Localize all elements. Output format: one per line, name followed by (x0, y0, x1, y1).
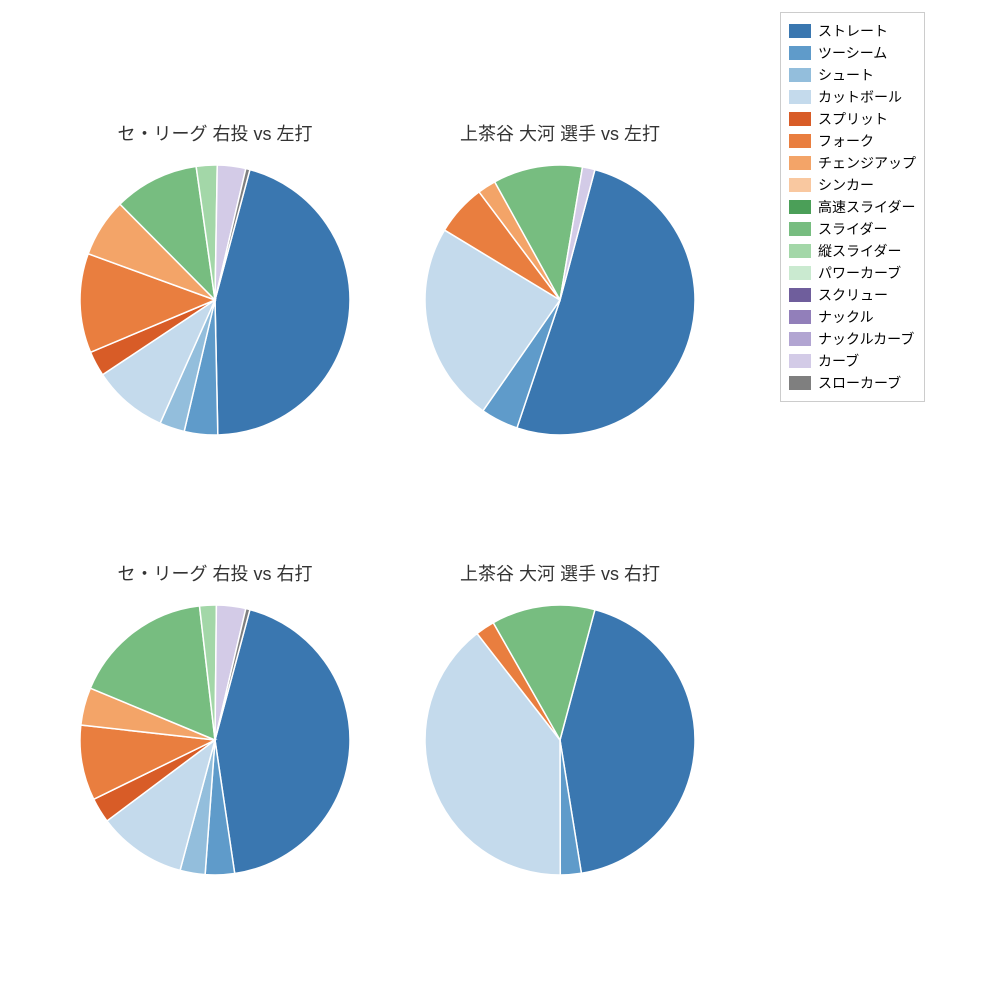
legend-item: カーブ (789, 351, 916, 371)
legend-item: スライダー (789, 219, 916, 239)
chart-container: 45.59.011.97.010.2セ・リーグ 右投 vs 左打51.024.0… (0, 0, 1000, 1000)
legend-swatch (789, 200, 811, 214)
legend-item: ナックルカーブ (789, 329, 916, 349)
pie-title: セ・リーグ 右投 vs 右打 (117, 560, 312, 586)
pie-title: 上茶谷 大河 選手 vs 右打 (460, 560, 660, 586)
legend-item: フォーク (789, 131, 916, 151)
pie-chart (425, 165, 695, 435)
legend: ストレートツーシームシュートカットボールスプリットフォークチェンジアップシンカー… (780, 12, 925, 402)
legend-label: スプリット (818, 109, 888, 129)
legend-item: シンカー (789, 175, 916, 195)
legend-label: 縦スライダー (818, 241, 901, 261)
legend-item: ナックル (789, 307, 916, 327)
legend-swatch (789, 376, 811, 390)
pie-chart (80, 605, 350, 875)
legend-item: シュート (789, 65, 916, 85)
legend-label: ナックル (818, 307, 874, 327)
pie-title: 上茶谷 大河 選手 vs 左打 (460, 120, 660, 146)
legend-item: ツーシーム (789, 43, 916, 63)
legend-item: スクリュー (789, 285, 916, 305)
legend-item: パワーカーブ (789, 263, 916, 283)
legend-item: ストレート (789, 21, 916, 41)
legend-swatch (789, 222, 811, 236)
legend-label: フォーク (818, 131, 874, 151)
legend-swatch (789, 156, 811, 170)
legend-label: カットボール (818, 87, 902, 107)
legend-label: 高速スライダー (818, 197, 915, 217)
legend-label: パワーカーブ (818, 263, 901, 283)
legend-swatch (789, 134, 811, 148)
legend-swatch (789, 90, 811, 104)
legend-item: スローカーブ (789, 373, 916, 393)
legend-swatch (789, 266, 811, 280)
legend-label: ストレート (818, 21, 888, 41)
legend-label: シンカー (818, 175, 874, 195)
legend-swatch (789, 244, 811, 258)
legend-label: カーブ (818, 351, 859, 371)
legend-label: スライダー (818, 219, 887, 239)
legend-item: スプリット (789, 109, 916, 129)
legend-swatch (789, 112, 811, 126)
legend-label: スローカーブ (818, 373, 901, 393)
legend-swatch (789, 310, 811, 324)
legend-swatch (789, 288, 811, 302)
legend-swatch (789, 332, 811, 346)
legend-label: スクリュー (818, 285, 888, 305)
legend-label: ツーシーム (818, 43, 887, 63)
legend-swatch (789, 68, 811, 82)
pie-chart (80, 165, 350, 435)
legend-swatch (789, 46, 811, 60)
legend-item: カットボール (789, 87, 916, 107)
legend-item: 縦スライダー (789, 241, 916, 261)
pie-chart (425, 605, 695, 875)
legend-label: シュート (818, 65, 874, 85)
legend-item: チェンジアップ (789, 153, 916, 173)
legend-swatch (789, 354, 811, 368)
legend-swatch (789, 24, 811, 38)
legend-item: 高速スライダー (789, 197, 916, 217)
legend-swatch (789, 178, 811, 192)
legend-label: ナックルカーブ (818, 329, 914, 349)
pie-title: セ・リーグ 右投 vs 左打 (117, 120, 312, 146)
legend-label: チェンジアップ (818, 153, 916, 173)
